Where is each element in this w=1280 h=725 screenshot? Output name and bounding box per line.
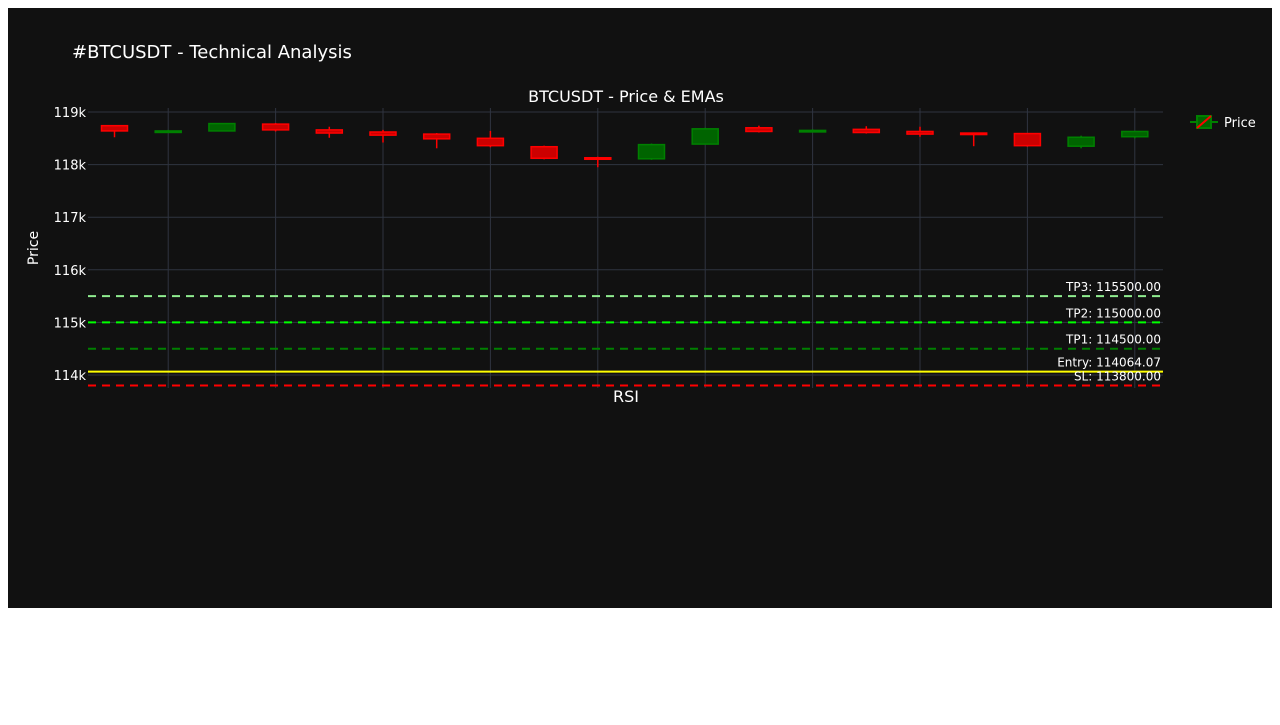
y-tick-label: 115k [54,316,87,331]
candle-body [1121,130,1149,138]
candle[interactable] [691,127,719,145]
candle[interactable] [530,145,558,160]
candle[interactable] [369,129,397,143]
rsi-subplot-title: RSI [613,387,639,406]
candle-body [637,143,666,160]
candle[interactable] [637,143,666,160]
candle[interactable] [798,129,827,133]
candle[interactable] [584,156,612,168]
candle-body [476,137,505,147]
level-label-sl: SL: 113800.00 [1074,370,1161,384]
candle-body [369,131,397,136]
candle-body [906,130,934,135]
candle[interactable] [745,125,773,133]
candle-body [1013,132,1042,147]
candle-body [261,123,290,131]
candle-body [208,122,236,132]
candle[interactable] [261,123,290,132]
candle[interactable] [1013,132,1042,147]
candle-body [422,133,451,140]
candle[interactable] [906,126,934,137]
legend-decrease-icon [1196,115,1212,129]
candle-body [530,145,558,160]
candle-body [1067,136,1095,147]
level-label-entry: Entry: 114064.07 [1057,356,1161,370]
candle[interactable] [959,132,988,147]
chart-background [8,8,1272,608]
candle-body [154,130,182,134]
y-tick-label: 119k [54,106,87,121]
candle-body [852,128,881,134]
candle[interactable] [208,122,236,132]
legend[interactable]: Price [1190,115,1256,131]
y-tick-label: 114k [54,369,87,384]
y-tick-label: 118k [54,159,87,174]
candle-body [959,132,988,136]
level-labels: TP3: 115500.00 TP2: 115000.00 TP1: 114500.… [1057,280,1161,383]
y-tick-label: 116k [54,264,87,279]
legend-entry-price[interactable]: Price [1224,116,1256,131]
candle[interactable] [1121,130,1149,139]
candle[interactable] [1067,135,1095,149]
chart-title: BTCUSDT - Price & EMAs [528,87,724,106]
candle-layer[interactable] [100,122,1149,168]
y-tick-label: 117k [54,211,87,226]
candle[interactable] [154,129,182,134]
candle[interactable] [852,126,881,134]
page-title: #BTCUSDT - Technical Analysis [72,42,352,63]
level-label-tp3: TP3: 115500.00 [1065,280,1161,294]
candle[interactable] [476,130,505,148]
y-tick-labels: 114k 115k 116k 117k 118k 119k [54,106,87,384]
y-axis-label: Price [26,231,42,265]
candle[interactable] [315,126,344,138]
level-label-tp1: TP1: 114500.00 [1065,333,1161,347]
candle-body [100,124,129,132]
candle-body [745,127,773,133]
candle[interactable] [100,124,129,138]
candle-body [315,129,344,134]
level-label-tp2: TP2: 115000.00 [1065,306,1161,320]
level-layer [88,295,1163,387]
candle-body [798,129,827,133]
candle[interactable] [422,133,451,149]
candle-body [691,128,719,145]
candle-body [584,157,612,161]
